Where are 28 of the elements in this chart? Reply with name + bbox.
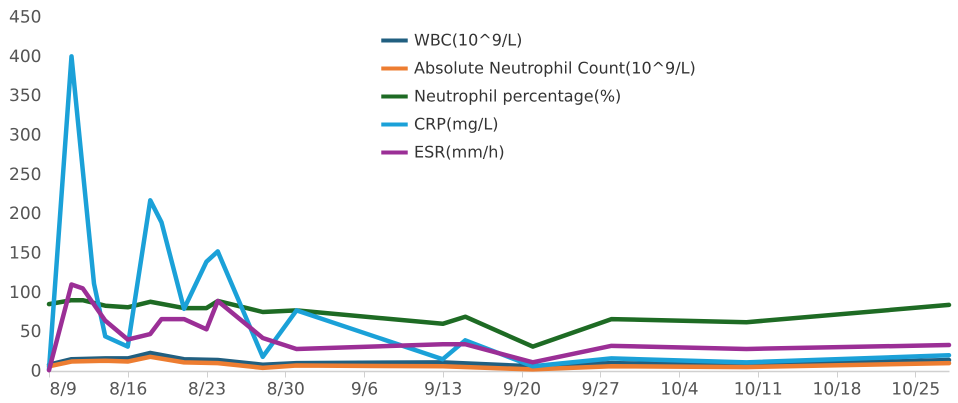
y-tick-label: 200 (9, 204, 42, 224)
x-tick-label: 10/18 (812, 380, 862, 400)
legend-label: WBC(10^9/L) (414, 30, 522, 50)
x-tick-label: 10/4 (660, 380, 699, 400)
legend-label: ESR(mm/h) (414, 142, 505, 162)
x-tick-label: 10/11 (734, 380, 783, 400)
x-tick-label: 8/9 (50, 380, 77, 400)
x-tick-label: 9/27 (582, 380, 620, 400)
y-tick-label: 100 (9, 282, 42, 303)
x-tick-label: 9/13 (424, 380, 462, 400)
legend-label: CRP(mg/L) (414, 114, 498, 134)
line-series (46, 298, 952, 349)
x-tick-label: 8/16 (109, 380, 148, 400)
x-tick-label: 9/6 (350, 380, 378, 400)
legend-label: Absolute Neutrophil Count(10^9/L) (414, 58, 696, 78)
x-tick-label: 8/23 (188, 380, 226, 400)
y-tick-label: 450 (9, 8, 42, 28)
x-tick-label: 8/30 (266, 380, 305, 400)
legend-label: Neutrophil percentage(%) (414, 86, 622, 106)
y-tick-label: 50 (20, 322, 42, 342)
y-tick-label: 150 (9, 244, 42, 264)
y-tick-label: 0 (30, 362, 42, 382)
y-tick-label: 350 (9, 86, 42, 106)
y-tick-label: 400 (9, 46, 42, 67)
y-tick-label: 250 (9, 164, 42, 185)
x-tick-label: 10/25 (891, 380, 940, 400)
x-tick-label: 9/20 (502, 380, 542, 400)
y-tick-label: 300 (9, 126, 42, 146)
